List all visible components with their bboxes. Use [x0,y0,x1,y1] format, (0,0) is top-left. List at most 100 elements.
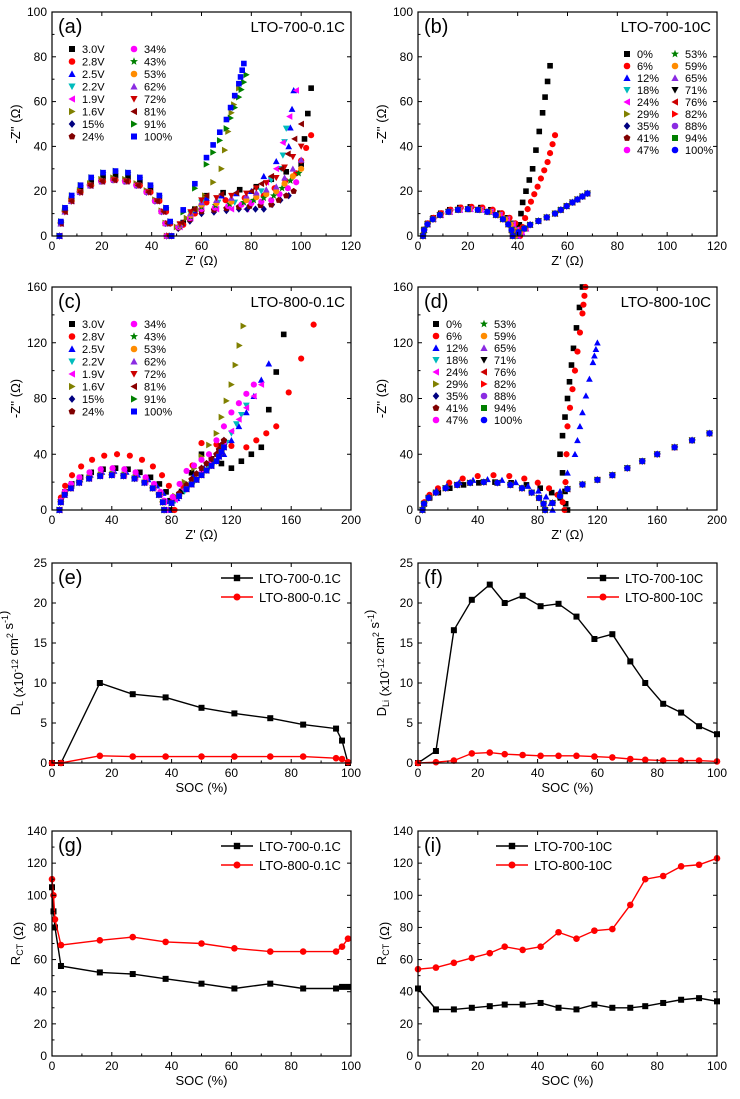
data-point [442,485,449,492]
data-point [221,146,229,154]
data-point [576,304,583,311]
data-point [571,450,579,458]
data-point [574,436,581,444]
legend-label: 43% [144,57,166,69]
legend-item: 100% [671,145,713,157]
data-point [537,603,544,610]
data-point [252,189,260,196]
data-point [198,753,205,760]
data-point [86,475,92,482]
x-tick-label: 40 [105,513,119,527]
series-LTO-800-0.1C [48,875,352,955]
data-point [227,114,234,122]
series-LTO-700-0.1C [49,884,352,992]
legend-item: 18% [623,85,659,97]
series-94% [419,430,713,513]
legend-marker [68,95,75,103]
y-tick-label: 25 [34,556,48,570]
legend-marker [130,345,138,353]
data-point [181,478,188,486]
data-point [290,187,297,194]
x-tick-label: 20 [105,766,119,780]
data-point [528,489,535,496]
data-point [519,1001,526,1008]
legend-item: 24% [68,132,104,144]
data-point [51,916,59,923]
data-point [294,169,303,177]
data-point [339,737,346,744]
legend-label: 100% [144,407,172,419]
data-point [344,758,352,766]
data-point [193,477,200,483]
data-point [562,414,568,420]
data-point [120,473,127,479]
legend-marker [433,380,440,388]
data-point [535,217,542,225]
data-point [518,485,526,492]
y-tick-label: 100 [393,888,413,902]
legend-item: 53% [130,69,166,81]
y-tick-label: 60 [34,953,48,967]
legend-item: 91% [131,394,166,406]
panel-label: (g) [58,835,82,857]
legend-marker [432,368,439,376]
series-LTO-700-10C [415,985,720,1013]
data-point [112,168,119,174]
data-point [67,480,75,488]
data-point [519,751,526,759]
legend-label: 29% [446,379,468,391]
data-point [579,193,586,200]
legend-label: 3.0V [82,319,105,331]
data-point [566,378,573,385]
data-point [450,757,458,764]
panel-title: LTO-800-0.1C [251,294,346,311]
data-point [241,60,247,67]
x-axis-label: Z' (Ω) [551,527,583,542]
data-point [263,430,270,437]
data-point [526,177,533,183]
y-tick-label: 0 [40,503,47,517]
data-point [576,329,584,336]
data-point [228,205,235,213]
panel-label: (i) [424,835,442,857]
x-tick-label: 0 [49,1059,56,1073]
data-point [149,463,156,470]
legend-item: 2.2V [68,357,105,369]
y-tick-label: 100 [27,888,47,902]
data-point [537,175,545,182]
data-point [283,168,290,175]
data-point [549,141,556,148]
legend-label: 2.2V [82,357,105,369]
series-100% [419,430,713,514]
y-tick-label: 120 [27,856,47,870]
data-point [218,449,225,455]
legend-label: 0% [446,319,462,331]
y-tick-label: 20 [34,596,48,610]
x-tick-label: 40 [471,513,485,527]
data-point [490,472,497,479]
y-tick-label: 80 [34,392,48,406]
data-point [281,174,288,181]
legend-label: 41% [637,133,659,145]
legend-item: 47% [623,145,659,157]
series-18% [419,430,713,514]
data-point [464,206,471,213]
legend-label: 72% [144,369,166,381]
data-point [265,406,272,413]
legend-item: 53% [130,344,166,356]
data-point [581,292,588,299]
y-axis-label: -Z'' (Ω) [374,104,389,143]
data-point [262,186,270,193]
legend-item: 59% [671,61,707,73]
data-point [250,196,258,204]
series-65% [419,429,713,513]
y-tick-label: 80 [34,50,48,64]
legend-label: LTO-800-10C [625,590,703,605]
legend-label: LTO-700-10C [534,839,612,854]
data-point [486,749,494,756]
data-point [178,219,185,226]
x-tick-label: 80 [165,513,179,527]
data-point [300,721,307,728]
data-point [542,493,550,500]
legend-label: 15% [82,119,104,131]
